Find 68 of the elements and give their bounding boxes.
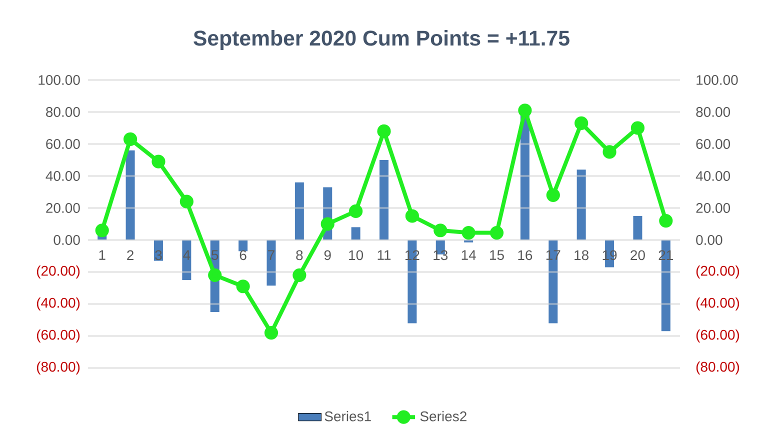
y-tick-label: 80.00 [46, 107, 80, 117]
x-tick-label: 2 [127, 250, 134, 260]
y2-tick-label: (20.00) [696, 265, 740, 279]
bar [294, 182, 304, 240]
bar [351, 227, 360, 240]
bar [576, 170, 586, 240]
y2-tick-label: (60.00) [696, 329, 740, 343]
x-tick-label: 8 [296, 250, 303, 260]
chart-title: September 2020 Cum Points = +11.75 [194, 30, 570, 50]
point [405, 209, 419, 223]
point [602, 145, 616, 159]
x-tick-label: 4 [183, 250, 190, 260]
point [377, 124, 391, 138]
x-tick-label: 5 [212, 250, 218, 260]
x-tick-label: 9 [324, 250, 331, 260]
y-tick-label: (80.00) [36, 361, 80, 375]
x-tick-label: 14 [462, 250, 476, 260]
y-tick-label: 0.00 [54, 235, 80, 245]
point [236, 280, 250, 294]
y-tick-label: (20.00) [36, 265, 80, 279]
point [180, 194, 194, 208]
x-tick-label: 6 [240, 250, 246, 260]
point [320, 217, 334, 231]
bar [238, 240, 248, 252]
point [518, 104, 532, 118]
bar [126, 150, 135, 240]
x-tick-label: 7 [268, 250, 274, 260]
y2-tick-label: 80.00 [696, 107, 730, 117]
point [546, 188, 560, 202]
x-tick-label: 11 [378, 250, 391, 260]
point [349, 204, 363, 218]
y-tick-label: 40.00 [46, 171, 80, 181]
y-tick-label: 20.00 [46, 203, 80, 213]
x-tick-label: 20 [630, 250, 645, 260]
point [490, 226, 504, 240]
y2-tick-label: (80.00) [696, 361, 740, 375]
x-tick-label: 10 [349, 250, 364, 260]
point [208, 268, 222, 282]
y-tick-label: (60.00) [36, 329, 80, 343]
legend-label: Series1 [324, 411, 371, 422]
point [574, 116, 588, 130]
y-tick-label: (40.00) [36, 297, 80, 311]
x-tick-label: 1 [99, 250, 106, 260]
y2-tick-label: 20.00 [696, 203, 730, 213]
point [152, 154, 166, 168]
point [264, 326, 278, 340]
y2-tick-label: 100.00 [696, 75, 738, 85]
point [630, 121, 645, 135]
point [124, 132, 138, 146]
y2-tick-label: 40.00 [696, 171, 730, 181]
legend-label: Series2 [420, 411, 466, 422]
y-tick-label: 100.00 [38, 75, 80, 85]
y2-tick-label: 0.00 [696, 235, 722, 245]
y2-tick-label: (40.00) [696, 297, 740, 311]
bar [380, 160, 389, 240]
point [659, 214, 673, 228]
bar [266, 240, 276, 286]
point [95, 224, 109, 238]
x-tick-label: 18 [574, 250, 589, 260]
x-tick-label: 3 [155, 250, 162, 260]
y2-tick-label: 60.00 [696, 139, 730, 149]
x-tick-label: 15 [490, 250, 504, 260]
y-tick-label: 60.00 [46, 139, 80, 149]
point [462, 226, 476, 240]
point [434, 224, 448, 238]
point [292, 268, 306, 282]
bar [633, 216, 642, 240]
x-tick-label: 16 [518, 250, 532, 260]
